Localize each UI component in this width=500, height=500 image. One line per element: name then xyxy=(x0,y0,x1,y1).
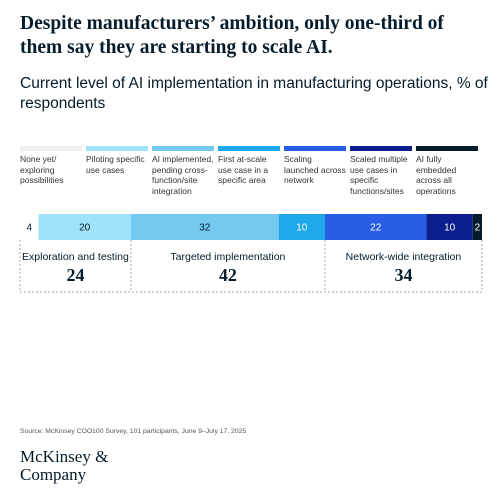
headline: Despite manufacturers’ ambition, only on… xyxy=(20,13,444,58)
value-label: 10 xyxy=(296,223,308,234)
value-label: 4 xyxy=(26,223,32,234)
group-value: 24 xyxy=(66,265,84,285)
group-label: Exploration and testing xyxy=(22,251,129,263)
group-label: Network-wide integration xyxy=(346,251,462,263)
value-label: 32 xyxy=(199,223,211,234)
legend-swatch xyxy=(218,146,280,151)
bar-segment xyxy=(38,214,131,240)
bar-segment xyxy=(426,214,473,240)
legend-swatch xyxy=(20,146,82,151)
value-label: 20 xyxy=(79,223,91,234)
legend-label: Piloting specific use cases xyxy=(86,154,145,175)
group-value: 34 xyxy=(394,265,412,285)
value-label: 10 xyxy=(444,223,456,234)
group-label: Targeted implementation xyxy=(170,251,285,263)
legend-label: Scaling launched across network xyxy=(284,154,346,185)
value-label: 22 xyxy=(370,223,382,234)
group-value: 42 xyxy=(219,265,237,285)
logo: McKinsey & Company xyxy=(20,447,109,484)
legend-label: First at-scale use case in a specific ar… xyxy=(218,154,269,185)
legend-swatch xyxy=(416,146,478,151)
bar-segment xyxy=(324,214,427,240)
bar-segment xyxy=(278,214,325,240)
chart-title: Current level of AI implementation in ma… xyxy=(20,75,488,112)
bar-segment xyxy=(472,214,482,240)
legend-swatch xyxy=(350,146,412,151)
legend-label: AI implemented, pending cross-function/s… xyxy=(152,154,214,196)
value-label: 2 xyxy=(475,223,481,234)
bar-segment xyxy=(130,214,279,240)
source: Source: McKinsey COO100 Survey, 101 part… xyxy=(20,428,247,435)
legend-label: None yet/ exploring possibilities xyxy=(20,154,64,185)
legend-swatch xyxy=(152,146,214,151)
legend-swatch xyxy=(86,146,148,151)
legend-swatch xyxy=(284,146,346,151)
bar-segment xyxy=(20,214,39,240)
legend-label: Scaled multiple use cases in specific fu… xyxy=(350,154,408,196)
legend-label: AI fully embedded across all operations xyxy=(416,154,457,196)
